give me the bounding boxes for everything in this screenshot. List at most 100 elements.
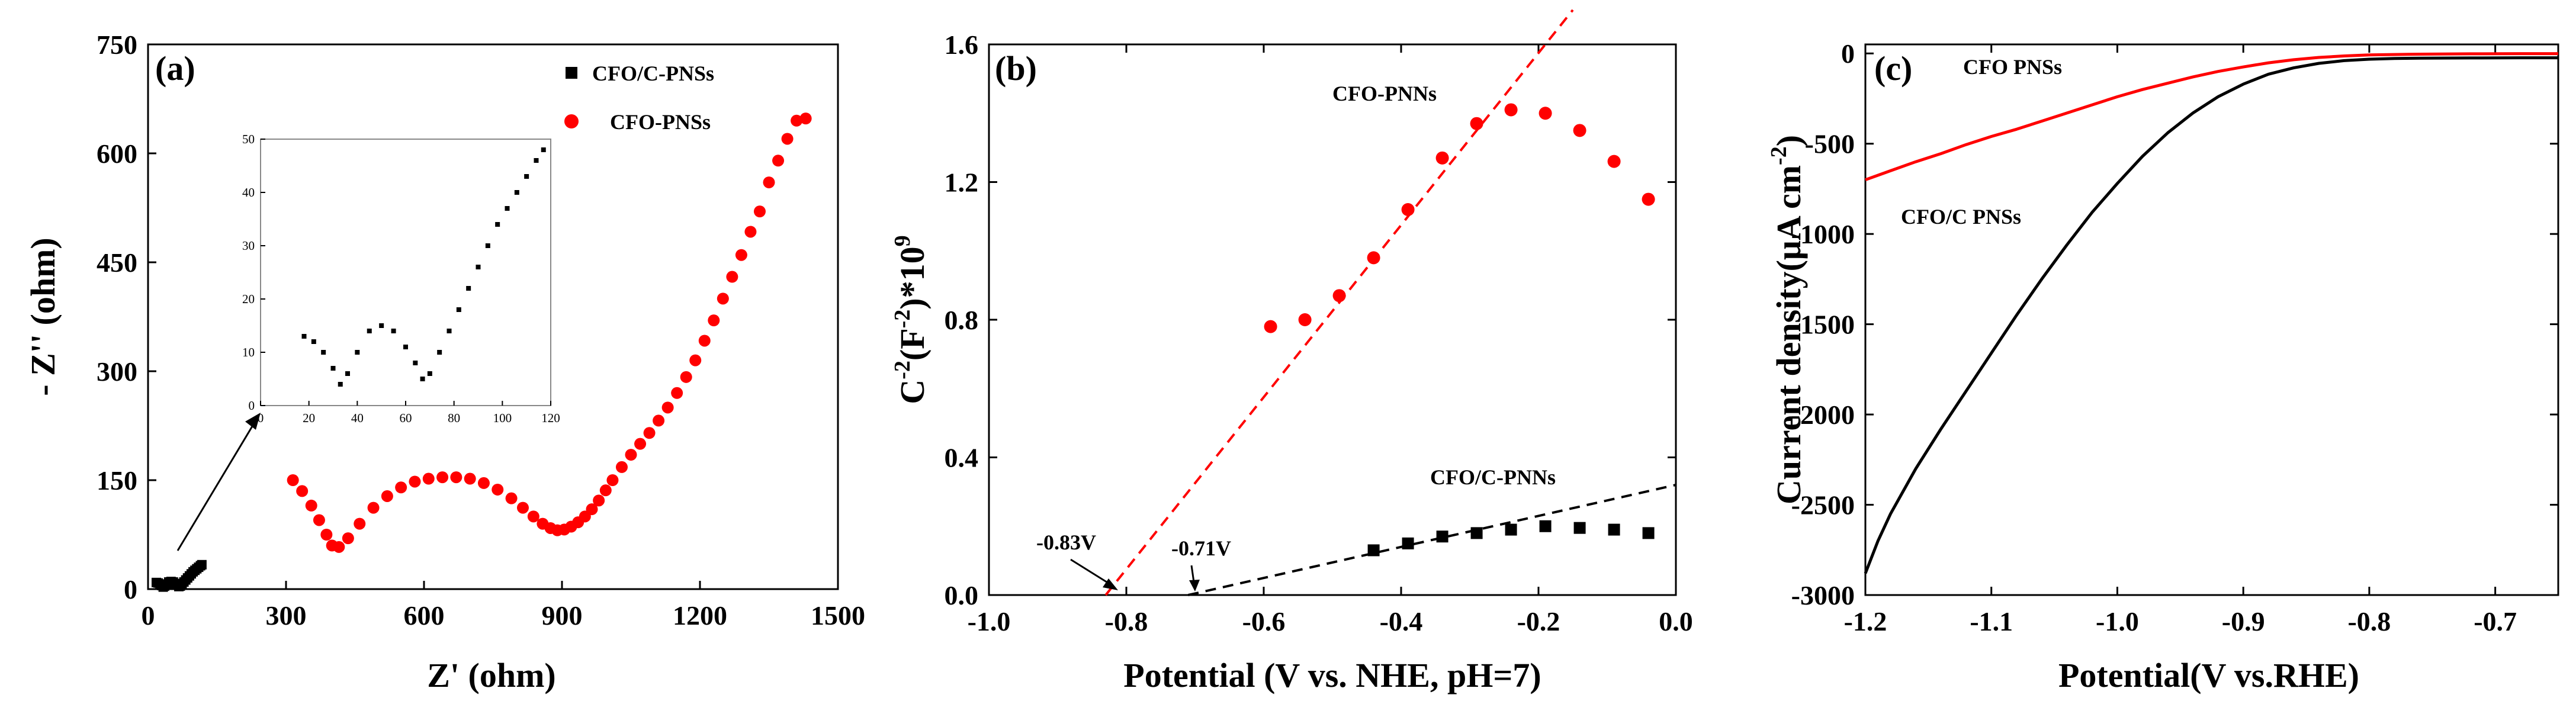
y-tick-label: 600 <box>97 139 137 169</box>
data-point-cfo-pnss <box>599 484 612 497</box>
data-point-cfoc-pnns <box>1402 537 1414 549</box>
data-point-cfo-pnss <box>342 532 354 545</box>
y-axis-title-b: C-2(F-2)*109 <box>890 235 932 404</box>
y-tick-label: 0 <box>249 398 255 413</box>
x-axis-title-a: Z' (ohm) <box>427 656 556 695</box>
data-point-cfo-pnss <box>313 514 325 526</box>
x-tick-label: 100 <box>493 411 512 425</box>
arrow-071-head <box>1189 580 1200 591</box>
y-tick-label: 50 <box>242 132 255 146</box>
inset-data-point <box>379 323 384 328</box>
inset-data-point <box>367 329 372 333</box>
data-point-cfo-pnss <box>477 477 490 489</box>
data-point-cfo-pnss <box>586 503 598 516</box>
inset-frame <box>260 139 551 406</box>
legend-marker-cfoc-pnss <box>566 67 577 79</box>
data-point-cfo-pnns <box>1538 107 1552 120</box>
data-point-cfo-pnss <box>422 472 435 485</box>
data-point-cfo-pnns <box>1607 155 1621 168</box>
x-axis-title-c: Potential(V vs.RHE) <box>2058 656 2359 695</box>
y-tick-label: 150 <box>97 465 137 496</box>
data-point-cfo-pnns <box>1264 320 1277 333</box>
data-point-cfoc-pnns <box>1608 523 1620 536</box>
data-point-cfo-pnns <box>1298 313 1312 326</box>
x-tick-label: -0.7 <box>2474 606 2517 636</box>
inset-data-point <box>301 334 307 339</box>
inset-data-point <box>476 265 481 269</box>
y-tick-label: 1.6 <box>945 30 979 60</box>
data-point-cfo-pnss <box>643 427 656 439</box>
data-point-cfo-pnss <box>772 155 785 167</box>
inset-data-point <box>456 307 461 312</box>
data-point-cfo-pnss <box>680 371 692 383</box>
x-axis-title-b: Potential (V vs. NHE, pH=7) <box>1123 656 1541 695</box>
inset-data-point <box>345 371 350 376</box>
y-tick-label: 0.4 <box>945 443 979 473</box>
data-point-cfoc-pnns <box>1642 527 1655 539</box>
data-point-cfo-pnss <box>381 490 393 502</box>
inset-data-point <box>437 350 442 355</box>
annotation-intercept-083: -0.83V <box>1036 530 1096 554</box>
data-line-cfo-pnss <box>1865 52 2558 182</box>
data-point-cfo-pnss <box>717 292 729 305</box>
data-point-cfo-pnss <box>505 492 518 504</box>
annotation-cfo-pnns: CFO-PNNs <box>1332 82 1437 105</box>
data-point-cfo-pnss <box>527 510 539 523</box>
inset-data-point <box>355 350 360 355</box>
data-point-cfo-pnss <box>606 474 619 486</box>
y-tick-label: -1500 <box>1791 310 1855 340</box>
data-point-cfo-pnss <box>450 471 462 484</box>
data-point-cfo-pnss <box>516 501 529 514</box>
y-tick-label: 0.8 <box>945 305 979 335</box>
x-tick-label: 900 <box>542 600 583 631</box>
data-point-cfo-pnss <box>781 133 794 145</box>
data-point-cfo-pnss <box>799 112 812 125</box>
inset-data-point <box>391 329 396 333</box>
data-point-cfo-pnss <box>661 401 674 414</box>
inset-plot: 0 20 40 60 80 100 120 0 10 20 30 40 50 <box>242 132 560 425</box>
data-point-cfo-pnss <box>296 485 309 497</box>
legend-marker-cfo-pnss <box>564 114 579 128</box>
x-tick-label: 80 <box>448 411 460 425</box>
fit-line-cfoc-pnns <box>1187 484 1676 596</box>
inset-arrow-head <box>245 413 261 430</box>
legend-label-cfo-pnss: CFO-PNSs <box>610 110 711 134</box>
data-point-cfoc-pnss <box>197 560 207 570</box>
inset-data-point <box>447 329 452 333</box>
panel-label-a: (a) <box>155 49 195 88</box>
annotation-intercept-071: -0.71V <box>1171 536 1231 560</box>
y-tick-label: 20 <box>242 292 255 306</box>
data-point-cfo-pnss <box>763 176 775 189</box>
x-tick-label: -0.2 <box>1517 606 1560 636</box>
x-tick-label: 300 <box>266 600 307 631</box>
y-tick-label: -2500 <box>1791 490 1855 520</box>
panel-label-c: (c) <box>1874 49 1912 88</box>
x-tick-label: -1.1 <box>1970 606 2013 636</box>
x-tick-label: -1.2 <box>1844 606 1887 636</box>
plot-frame-b <box>988 43 1677 596</box>
axis-ticks-b: -1.0 -0.8 -0.6 -0.4 -0.2 0.0 0.0 0.4 0.8 1.2 1.6 <box>945 30 1693 636</box>
annotation-cfoc-pnss: CFO/C PNSs <box>1901 205 2021 229</box>
data-point-cfo-pnss <box>625 449 637 461</box>
y-tick-label: -1000 <box>1791 219 1855 249</box>
data-point-cfo-pnss <box>726 271 738 283</box>
data-point-cfo-pnns <box>1367 251 1380 265</box>
data-point-cfo-pnns <box>1401 203 1415 216</box>
y-tick-label: -3000 <box>1791 580 1855 610</box>
inset-data-point <box>534 158 539 163</box>
fit-line-cfo-pnns <box>1104 9 1574 596</box>
data-point-cfo-pnns <box>1470 117 1483 130</box>
y-tick-label: -2000 <box>1791 400 1855 430</box>
y-tick-label: 10 <box>242 345 255 359</box>
data-points-a <box>151 112 812 592</box>
data-point-cfo-pnns <box>1642 192 1655 206</box>
y-tick-label: 40 <box>242 185 255 200</box>
x-tick-label: 1500 <box>811 600 865 631</box>
inset-data-point <box>495 222 500 227</box>
data-point-cfo-pnns <box>1573 124 1586 137</box>
y-tick-label: 1.2 <box>945 168 979 198</box>
inset-data-point <box>466 286 471 291</box>
data-point-cfo-pnss <box>287 474 299 486</box>
data-point-cfoc-pnns <box>1573 522 1586 534</box>
